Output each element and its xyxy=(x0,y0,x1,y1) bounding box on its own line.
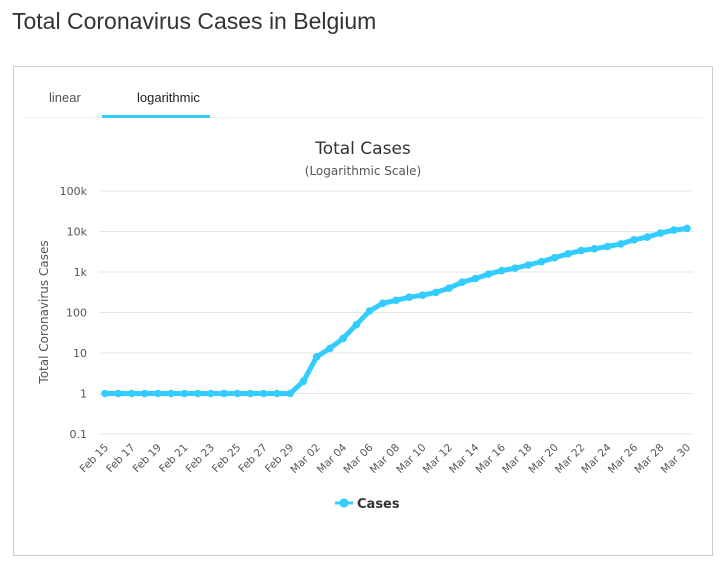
data-point[interactable] xyxy=(471,274,480,283)
data-point[interactable] xyxy=(259,389,268,398)
data-point[interactable] xyxy=(339,334,347,343)
scale-tabs: linear logarithmic xyxy=(24,67,702,118)
y-tick-label: 10 xyxy=(73,347,87,360)
x-tick-label: Feb 23 xyxy=(183,442,216,475)
data-point[interactable] xyxy=(167,389,175,398)
data-point[interactable] xyxy=(312,353,321,361)
data-point[interactable] xyxy=(114,389,122,398)
active-tab-indicator xyxy=(102,115,210,118)
data-point[interactable] xyxy=(154,389,162,398)
data-point[interactable] xyxy=(418,291,427,300)
data-point[interactable] xyxy=(656,229,665,237)
data-point[interactable] xyxy=(511,264,519,273)
x-tick-label: Feb 19 xyxy=(131,442,164,475)
data-point[interactable] xyxy=(564,250,572,258)
legend-marker xyxy=(339,498,349,508)
data-point[interactable] xyxy=(140,389,149,398)
data-point[interactable] xyxy=(233,389,242,398)
x-tick-label: Mar 30 xyxy=(659,442,693,476)
data-point[interactable] xyxy=(524,261,533,269)
y-tick-label: 100 xyxy=(66,307,87,320)
data-point[interactable] xyxy=(286,389,295,398)
y-tick-labels: 0.1 1 10 100 1k 10k 100k xyxy=(60,185,88,441)
data-point[interactable] xyxy=(101,389,109,398)
x-tick-label: Feb 25 xyxy=(210,442,243,475)
chart-subtitle: (Logarithmic Scale) xyxy=(305,164,421,178)
data-point[interactable] xyxy=(603,242,612,251)
x-tick-label: Feb 21 xyxy=(157,442,190,475)
data-point[interactable] xyxy=(220,389,228,398)
x-tick-label: Feb 27 xyxy=(236,442,269,475)
data-point[interactable] xyxy=(326,344,334,353)
data-point[interactable] xyxy=(670,226,678,234)
y-tick-label: 1 xyxy=(80,388,87,401)
data-point[interactable] xyxy=(550,253,559,262)
data-point[interactable] xyxy=(577,246,585,255)
data-point[interactable] xyxy=(617,240,625,248)
data-point[interactable] xyxy=(643,233,652,241)
chart-title: Total Cases xyxy=(314,139,411,159)
chart-panel: linear logarithmic xyxy=(13,66,713,556)
y-tick-label: 10k xyxy=(67,226,88,239)
data-point[interactable] xyxy=(590,245,599,253)
y-axis-title: Total Coronavirus Cases xyxy=(37,240,51,384)
legend-label: Cases xyxy=(357,497,400,512)
data-point[interactable] xyxy=(180,389,189,398)
data-point[interactable] xyxy=(207,389,215,398)
data-point[interactable] xyxy=(458,278,466,287)
y-tick-label: 1k xyxy=(74,266,88,279)
data-point[interactable] xyxy=(498,266,506,275)
legend[interactable]: Cases xyxy=(335,497,400,512)
data-point[interactable] xyxy=(352,320,361,329)
data-point[interactable] xyxy=(537,257,546,266)
data-point[interactable] xyxy=(630,236,638,244)
data-point[interactable] xyxy=(484,270,493,278)
y-tick-label: 100k xyxy=(60,185,88,198)
y-tick-label: 0.1 xyxy=(70,428,88,441)
data-point[interactable] xyxy=(392,296,400,305)
data-point[interactable] xyxy=(193,389,202,398)
grid-layer xyxy=(99,190,693,435)
data-point[interactable] xyxy=(683,224,691,233)
tab-linear[interactable]: linear xyxy=(49,90,81,105)
data-point[interactable] xyxy=(405,293,414,302)
x-tick-label: Feb 17 xyxy=(104,442,137,475)
series-line xyxy=(102,225,690,396)
data-point[interactable] xyxy=(273,389,281,398)
data-point[interactable] xyxy=(299,377,308,386)
data-point[interactable] xyxy=(431,288,440,297)
x-tick-label: Feb 15 xyxy=(78,442,111,475)
data-point[interactable] xyxy=(445,284,453,293)
series-layer xyxy=(101,224,691,398)
data-point[interactable] xyxy=(379,299,387,308)
data-point[interactable] xyxy=(127,389,136,398)
data-point[interactable] xyxy=(246,389,255,398)
tab-logarithmic[interactable]: logarithmic xyxy=(137,90,200,105)
data-point[interactable] xyxy=(365,307,374,315)
page-title: Total Coronavirus Cases in Belgium xyxy=(12,8,377,34)
